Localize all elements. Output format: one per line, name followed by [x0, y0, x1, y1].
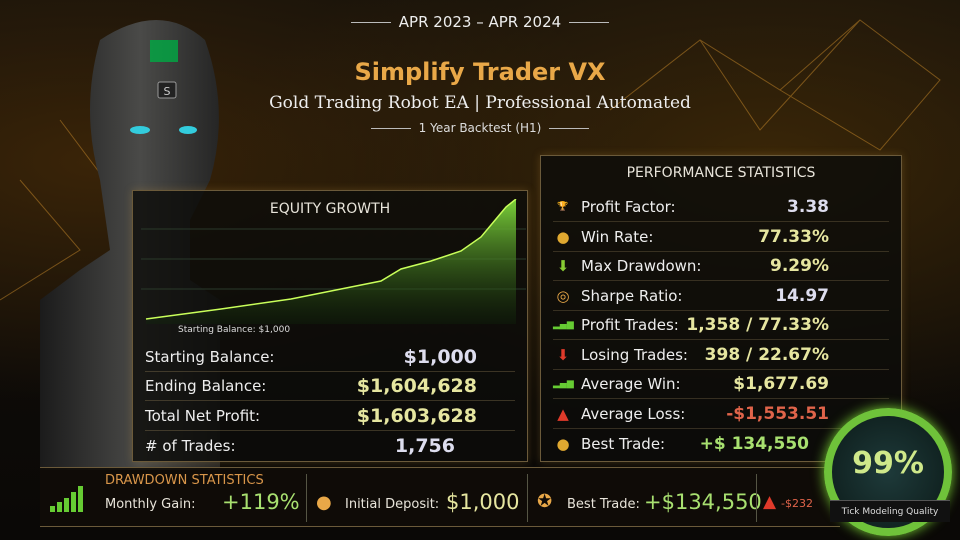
trophy-icon: 🏆	[557, 202, 569, 212]
backtest-label: 1 Year Backtest (H1)	[418, 121, 542, 135]
quality-label: Tick Modeling Quality	[830, 500, 950, 522]
drawdown-title: DRAWDOWN STATISTICS	[105, 473, 264, 488]
stat-label: Ending Balance:	[145, 377, 267, 395]
perf-value: 77.33%	[758, 226, 829, 247]
perf-label: Losing Trades:	[581, 345, 688, 364]
product-subtitle: Gold Trading Robot EA | Professional Aut…	[269, 93, 691, 113]
stat-label: Total Net Profit:	[145, 407, 261, 425]
bars-icon	[50, 486, 83, 512]
perf-row: ⬇ Max Drawdown: 9.29%	[553, 252, 889, 281]
perf-label: Average Loss:	[581, 404, 686, 423]
date-range: APR 2023 – APR 2024	[398, 13, 562, 31]
perf-value: +$ 134,550	[699, 433, 809, 454]
monthly-value: +119%	[222, 490, 300, 514]
stat-row-ending-balance: Ending Balance: $1,604,628	[145, 372, 515, 401]
quality-value: 99%	[852, 446, 924, 481]
stat-row-net-profit: Total Net Profit: $1,603,628	[145, 402, 515, 431]
stat-row-starting-balance: Starting Balance: $1,000	[145, 343, 515, 372]
perf-label: Profit Factor:	[581, 198, 676, 216]
perf-value: 9.29%	[770, 256, 829, 276]
perf-row: ⬇ Losing Trades: 398 / 22.67%	[553, 341, 889, 370]
stat-label: Starting Balance:	[145, 348, 275, 366]
stat-value: $1,603,628	[356, 405, 477, 427]
red-arrow-down-icon: ⬇	[556, 345, 570, 364]
perf-row: ● Win Rate: 77.33%	[553, 223, 889, 252]
perf-label: Profit Trades:	[581, 316, 679, 334]
perf-value: 1,358 / 77.33%	[686, 315, 829, 335]
target-icon: ◎	[556, 286, 570, 305]
performance-panel: PERFORMANCE STATISTICS 🏆 Profit Factor: 3.…	[540, 155, 902, 462]
drawdown-bar: DRAWDOWN STATISTICS Monthly Gain: +119% …	[40, 467, 840, 527]
product-title: Simplify Trader VX	[354, 58, 606, 86]
perf-value: $1,677.69	[733, 374, 829, 394]
perf-value: 14.97	[775, 285, 829, 306]
perf-label: Win Rate:	[581, 227, 654, 246]
performance-title: PERFORMANCE STATISTICS	[626, 165, 816, 181]
robot-badge: S	[164, 85, 171, 98]
perf-label: Best Trade:	[581, 434, 666, 453]
stat-value: $1,604,628	[356, 375, 477, 397]
equity-title: EQUITY GROWTH	[269, 201, 391, 217]
perf-row: ▂▄▆ Average Win: $1,677.69	[553, 370, 889, 399]
medal-icon: ●	[316, 492, 332, 513]
perf-row: ▲ Average Loss: -$1,553.51	[553, 400, 889, 429]
warning-icon: ▲	[557, 404, 569, 423]
equity-panel: EQUITY GROWTH Starting Balance: $1,000 S…	[132, 190, 528, 462]
stat-value: $1,000	[403, 346, 477, 368]
coin-icon: ●	[556, 434, 570, 453]
perf-label: Sharpe Ratio:	[581, 286, 683, 305]
perf-row: ◎ Sharpe Ratio: 14.97	[553, 282, 889, 311]
perf-value: 398 / 22.67%	[704, 344, 829, 365]
chart-caption: Starting Balance: $1,000	[178, 325, 291, 335]
equity-line	[145, 199, 517, 320]
stat-row-trades: # of Trades: 1,756	[145, 431, 515, 460]
equity-chart	[141, 199, 526, 324]
perf-value: -$1,553.51	[726, 403, 829, 424]
stat-label: # of Trades:	[145, 436, 236, 455]
deposit-label: Initial Deposit:	[345, 497, 440, 512]
arrow-down-icon: ⬇	[556, 257, 570, 275]
perf-row: ● Best Trade: +$ 134,550	[553, 429, 889, 458]
best-trade-label: Best Trade:	[567, 497, 640, 512]
warning-icon: ▲	[763, 492, 777, 512]
stat-value: 1,756	[394, 434, 455, 457]
perf-label: Max Drawdown:	[581, 257, 702, 275]
perf-label: Average Win:	[581, 375, 681, 393]
loss-value: -$232	[781, 497, 813, 510]
bars-icon: ▂▄▆	[553, 379, 574, 389]
coin-icon: ●	[556, 227, 570, 246]
gear-badge-icon: ✪	[537, 491, 553, 512]
monthly-label: Monthly Gain:	[105, 497, 196, 512]
perf-row: ▂▄▆ Profit Trades: 1,358 / 77.33%	[553, 311, 889, 340]
equity-area	[146, 199, 516, 324]
perf-value: 3.38	[787, 197, 829, 217]
deposit-value: $1,000	[446, 490, 520, 514]
perf-row: 🏆 Profit Factor: 3.38	[553, 193, 889, 222]
best-trade-value: +$134,550	[644, 490, 762, 514]
bars-icon: ▂▄▆	[553, 320, 574, 330]
